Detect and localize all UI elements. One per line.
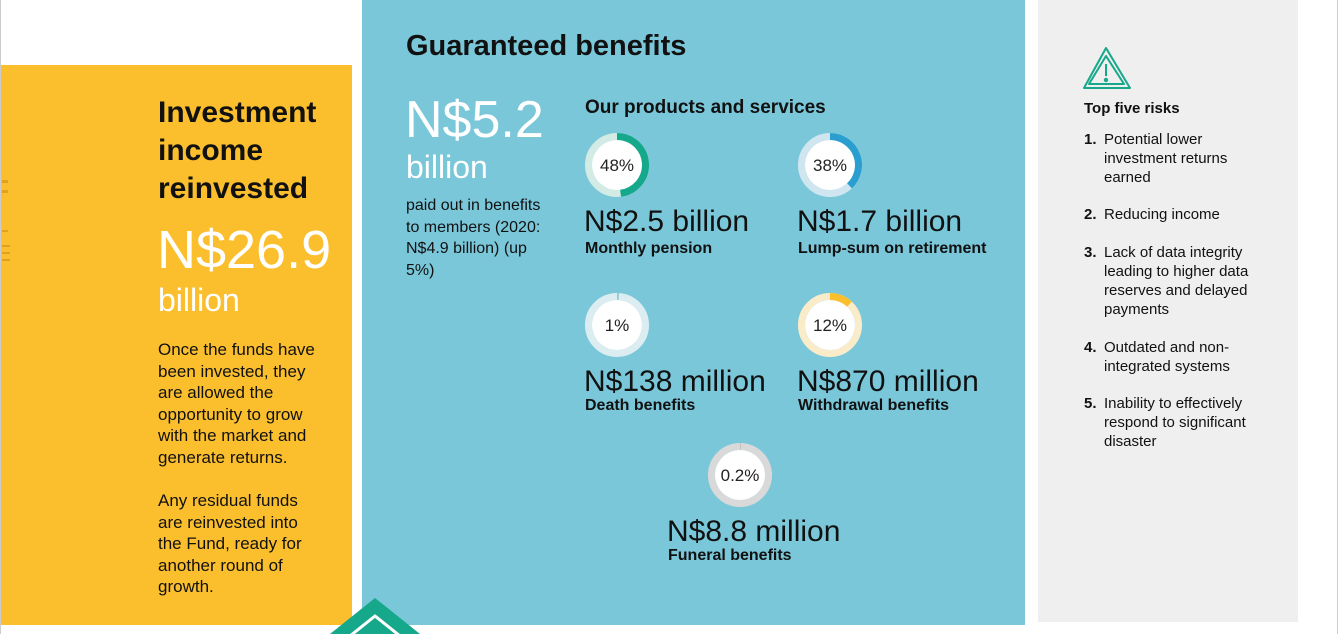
product-amount: N$8.8 million (667, 515, 841, 548)
donut-arc (829, 293, 852, 307)
products-title: Our products and services (585, 97, 826, 118)
benefits-title: Guaranteed benefits (406, 30, 687, 62)
risk-text: Lack of data integrity leading to higher… (1104, 244, 1249, 318)
donut-arc (829, 133, 862, 189)
donut-label: 0.2% (721, 466, 760, 485)
benefits-unit: billion (406, 149, 488, 185)
risk-number: 5. (1084, 395, 1097, 412)
risk-text: Inability to effectively respond to sign… (1104, 395, 1246, 450)
product-label: Lump-sum on retirement (798, 240, 987, 257)
product-amount: N$870 million (797, 365, 979, 398)
donut: 38% (798, 133, 862, 197)
donut-center (592, 300, 642, 350)
grey-panel (1038, 0, 1298, 622)
investment-paragraph: Once the funds have been invested, they … (158, 340, 315, 467)
product-label: Withdrawal benefits (798, 397, 949, 414)
product-amount: N$2.5 billion (584, 205, 750, 238)
risk-number: 4. (1084, 339, 1097, 356)
investment-amount: N$26.9 (157, 220, 332, 280)
product-label: Monthly pension (585, 240, 713, 257)
donut-center (592, 140, 642, 190)
donut: 1% (585, 293, 649, 357)
border (0, 0, 1, 634)
investment-title: Investment income reinvested (158, 96, 317, 205)
donut-label: 48% (600, 156, 634, 175)
decor-shape (350, 614, 400, 634)
decor-dots (2, 180, 10, 261)
donut: 0.2% (708, 442, 772, 507)
risk-number: 1. (1084, 131, 1097, 148)
product-amount: N$1.7 billion (797, 205, 963, 238)
blue-panel (362, 0, 1025, 625)
risk-number: 3. (1084, 244, 1097, 261)
product-amount: N$138 million (584, 365, 766, 398)
donut-arc (616, 133, 649, 197)
donut-center (805, 300, 855, 350)
donut-center (715, 450, 765, 500)
benefits-description: paid out in benefits to members (2020: N… (406, 197, 541, 279)
product-label: Funeral benefits (668, 547, 792, 564)
risk-text: Outdated and non-integrated systems (1104, 339, 1230, 375)
donut: 48% (585, 133, 649, 197)
risks-title: Top five risks (1084, 100, 1180, 117)
risk-text: Reducing income (1104, 206, 1220, 223)
risk-text: Potential lower investment returns earne… (1104, 131, 1228, 186)
investment-paragraph: Any residual funds are reinvested into t… (158, 491, 302, 597)
warning-icon (1083, 47, 1131, 89)
product-label: Death benefits (585, 397, 696, 414)
benefits-amount: N$5.2 (405, 91, 544, 149)
investment-unit: billion (158, 282, 240, 318)
donut-label: 12% (813, 316, 847, 335)
donut-label: 38% (813, 156, 847, 175)
risk-number: 2. (1084, 206, 1097, 223)
yellow-panel (0, 65, 352, 625)
donut: 12% (798, 293, 862, 357)
border (1337, 0, 1338, 634)
donut-center (805, 140, 855, 190)
donut-label: 1% (605, 316, 630, 335)
